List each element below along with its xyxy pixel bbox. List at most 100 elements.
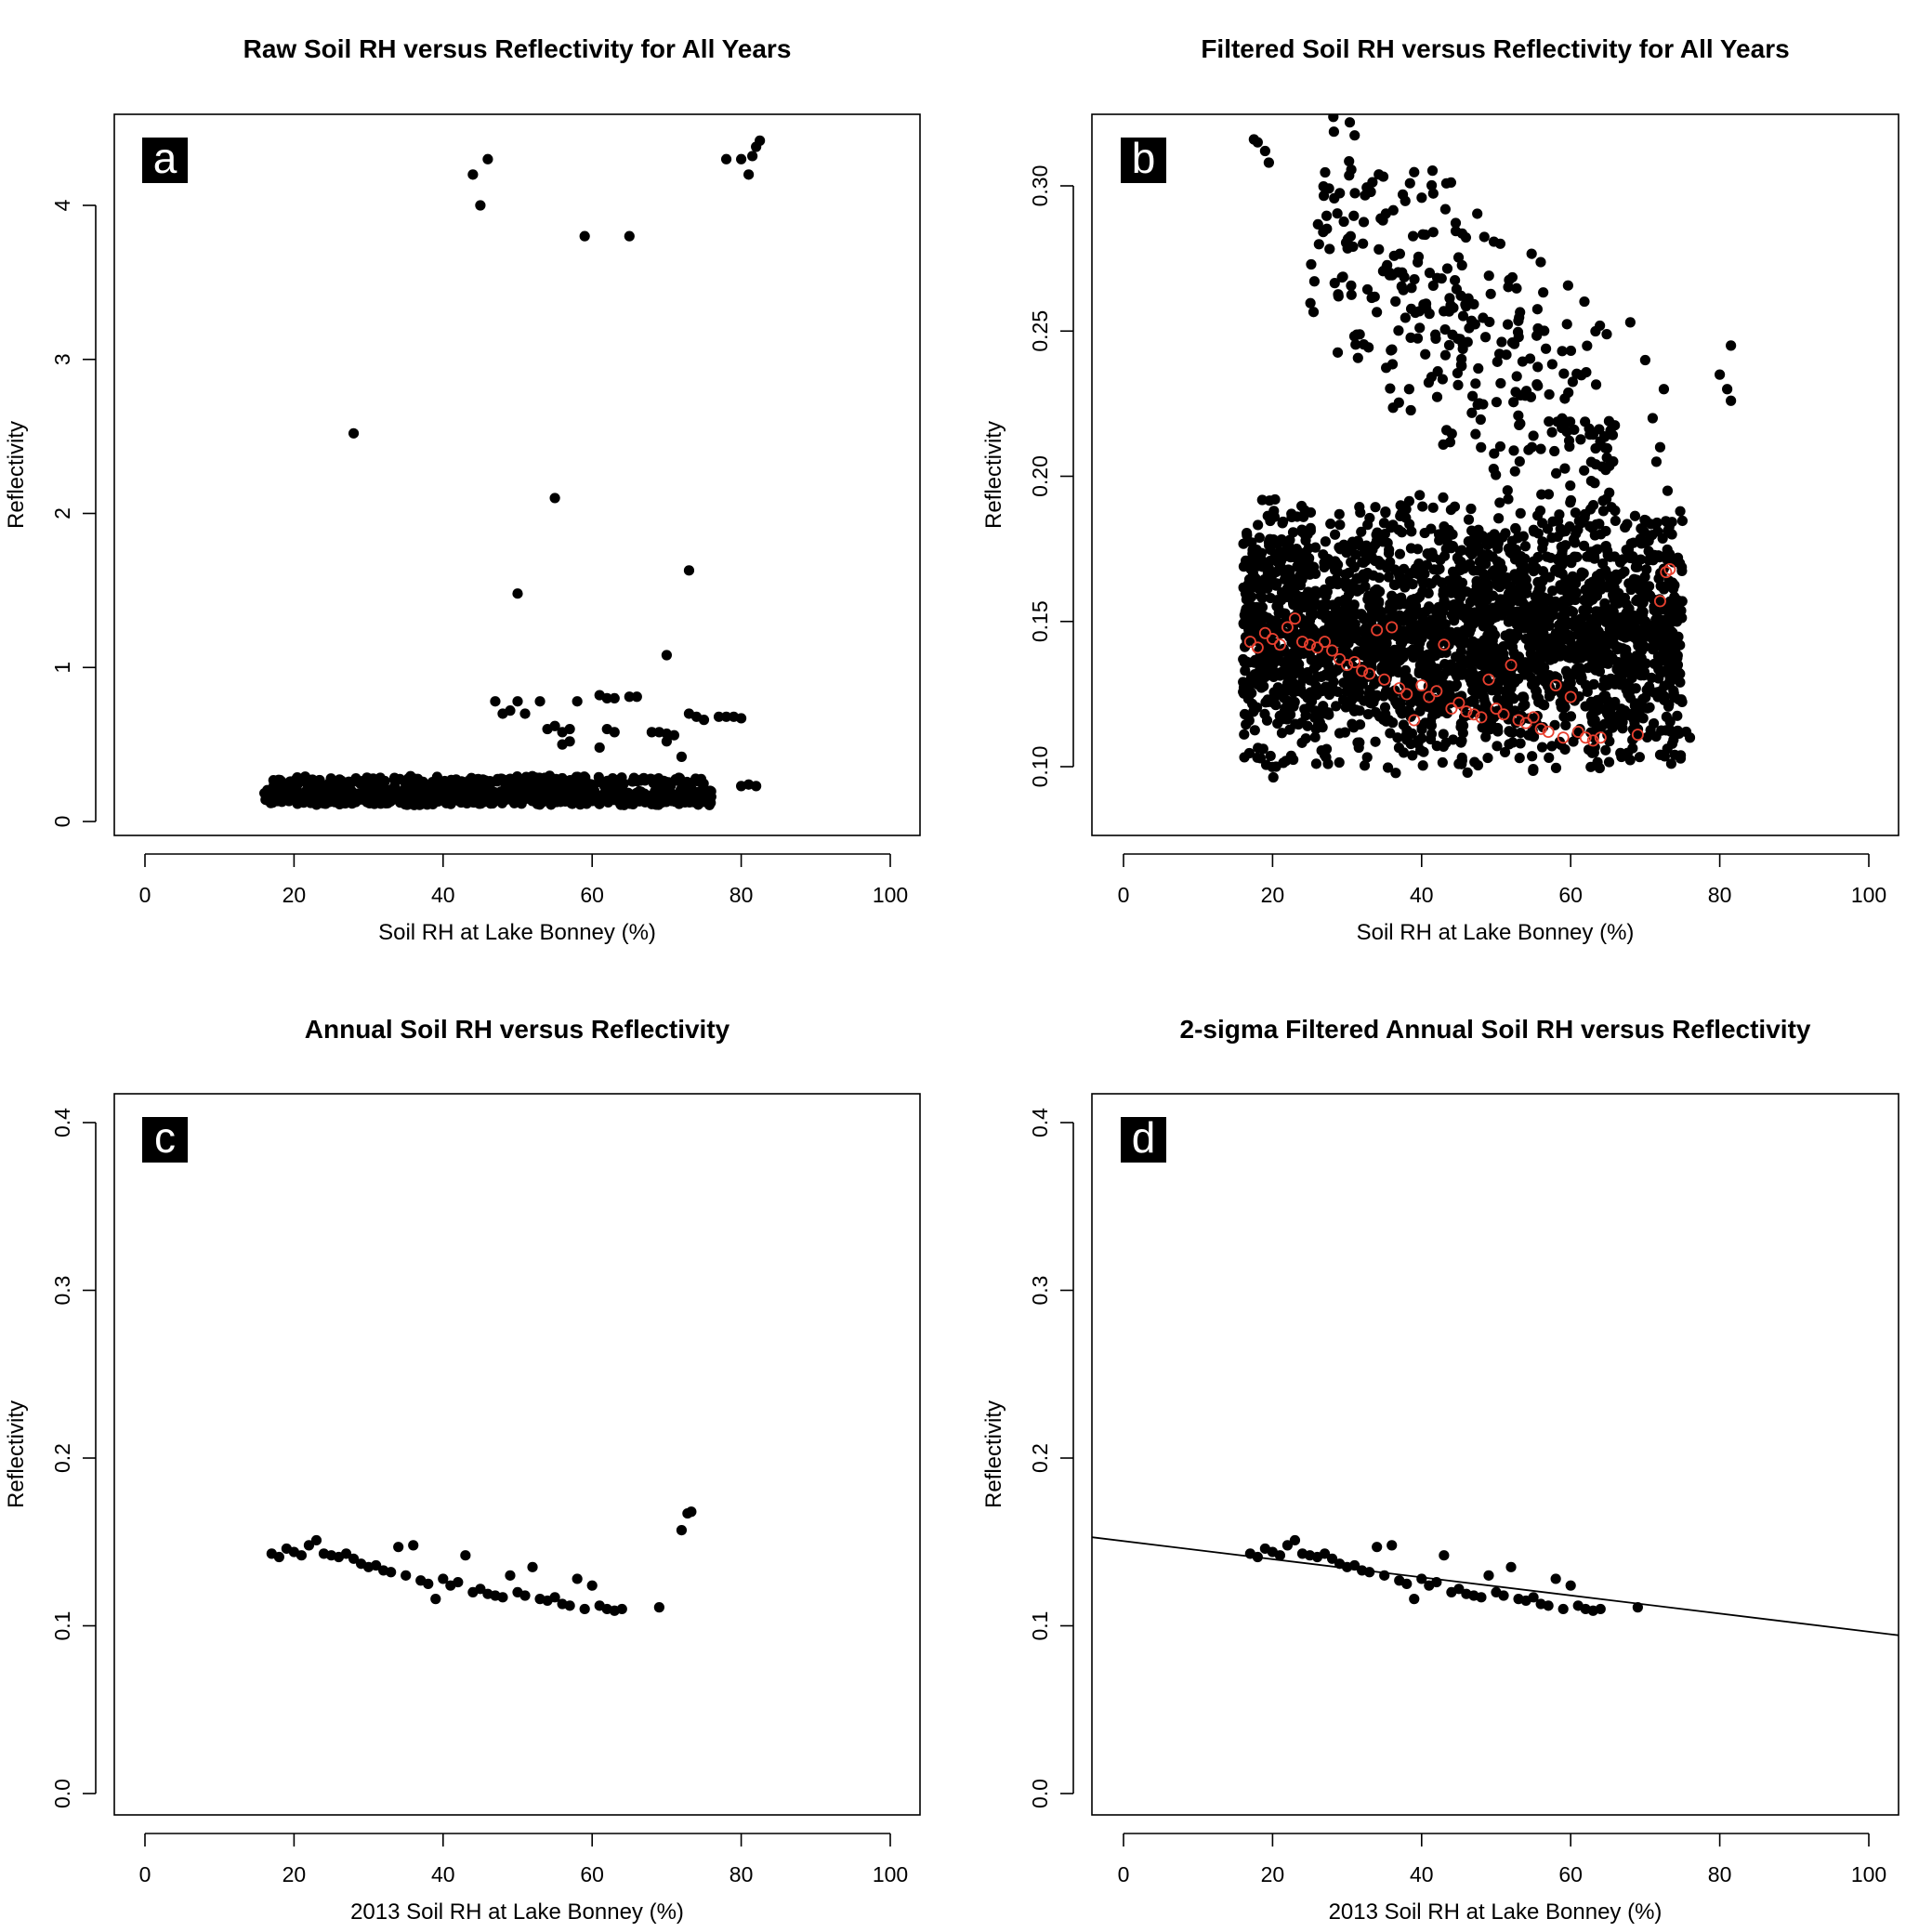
data-point — [1452, 333, 1464, 345]
data-point — [1509, 466, 1520, 477]
data-point — [1639, 354, 1650, 366]
data-point — [1424, 268, 1436, 279]
data-point — [1676, 515, 1689, 527]
data-point — [1492, 556, 1503, 567]
data-point — [1599, 598, 1610, 609]
data-point — [1402, 609, 1414, 620]
data-point — [1472, 208, 1483, 219]
data-point — [1440, 737, 1452, 748]
data-point — [1394, 643, 1405, 655]
data-point — [1531, 304, 1543, 315]
data-point — [1589, 742, 1600, 753]
data-point — [1479, 332, 1492, 343]
highlighted-point — [1304, 638, 1317, 651]
data-point — [1434, 563, 1445, 574]
data-point — [1248, 706, 1259, 717]
data-point — [1435, 626, 1446, 638]
data-point — [1405, 303, 1417, 314]
data-point — [1373, 586, 1385, 598]
data-point — [1674, 667, 1685, 678]
data-point — [1256, 494, 1268, 506]
data-point — [720, 153, 732, 164]
data-point — [1449, 615, 1460, 626]
data-point — [1268, 771, 1279, 783]
data-point — [1624, 684, 1636, 696]
data-point — [1396, 592, 1407, 603]
data-point — [1439, 1550, 1450, 1561]
data-point — [1609, 582, 1620, 594]
data-point — [1243, 715, 1255, 726]
data-point — [1536, 742, 1548, 753]
data-point — [1343, 697, 1354, 708]
data-point — [266, 796, 277, 808]
data-point — [1546, 359, 1557, 370]
data-point — [1453, 1584, 1465, 1595]
data-point — [1525, 391, 1537, 402]
data-point — [1474, 556, 1485, 567]
data-point — [538, 781, 549, 792]
data-point — [1537, 543, 1548, 554]
data-point — [1427, 188, 1439, 199]
data-point — [1239, 729, 1250, 740]
data-point — [345, 791, 356, 802]
data-point — [1546, 532, 1557, 544]
data-point — [1405, 697, 1416, 709]
data-point — [1318, 191, 1330, 202]
x-tick-label: 0 — [1118, 1862, 1130, 1886]
data-point — [1513, 315, 1524, 326]
data-point — [1319, 749, 1330, 761]
data-point — [273, 1551, 284, 1563]
data-point — [1406, 283, 1417, 294]
panel-a: Raw Soil RH versus Reflectivity for All … — [4, 34, 921, 945]
data-point — [1629, 510, 1641, 521]
data-point — [1414, 744, 1426, 756]
data-point — [1339, 727, 1350, 738]
data-point — [1337, 649, 1349, 660]
data-point — [1310, 723, 1321, 735]
data-point — [1526, 441, 1538, 453]
data-point — [1249, 559, 1260, 570]
data-point — [1358, 217, 1370, 228]
data-point — [572, 1573, 583, 1584]
data-point — [1636, 538, 1647, 549]
data-point — [1575, 675, 1586, 686]
highlighted-point — [1363, 667, 1376, 680]
data-point — [555, 778, 566, 789]
data-point — [1308, 632, 1319, 644]
data-point — [1556, 739, 1567, 751]
data-point — [736, 153, 747, 164]
data-point — [1361, 752, 1373, 763]
data-point — [1474, 529, 1485, 540]
data-point — [1665, 637, 1677, 648]
data-point — [1650, 623, 1662, 634]
data-point — [1254, 657, 1266, 668]
data-point — [1650, 456, 1663, 467]
data-point — [1417, 760, 1428, 771]
data-point — [1506, 271, 1518, 283]
data-point — [408, 1540, 419, 1551]
data-point — [1527, 751, 1538, 762]
data-point — [1666, 517, 1677, 528]
data-point — [1409, 166, 1420, 177]
data-point — [644, 795, 655, 807]
data-point — [1560, 540, 1571, 551]
data-point — [1507, 727, 1518, 738]
data-point — [1274, 1550, 1286, 1561]
data-point — [649, 774, 661, 785]
data-point — [683, 793, 694, 804]
data-point — [1318, 181, 1329, 192]
data-point — [348, 427, 360, 439]
data-point — [1262, 568, 1273, 579]
data-point — [612, 777, 624, 788]
data-point — [1276, 669, 1287, 680]
data-point — [1531, 378, 1543, 390]
data-point — [1403, 495, 1415, 506]
data-point — [475, 1584, 486, 1595]
data-point — [1613, 625, 1624, 637]
data-point — [1437, 374, 1448, 385]
data-point — [598, 789, 609, 801]
data-point — [1647, 530, 1658, 541]
data-point — [698, 715, 710, 726]
data-point — [1426, 372, 1438, 383]
highlighted-point — [1653, 595, 1666, 608]
